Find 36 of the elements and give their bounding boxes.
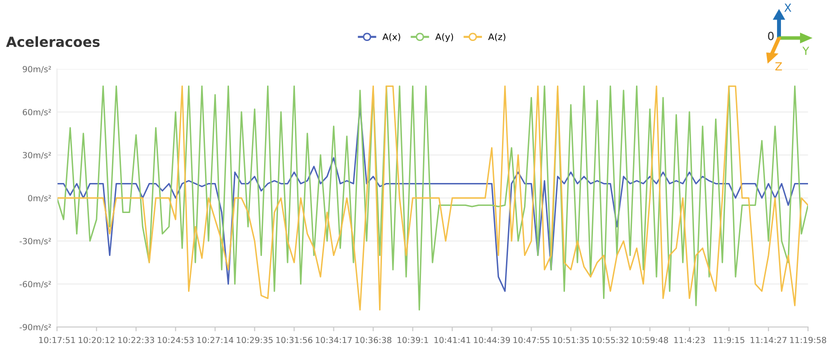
x-tick-label: 10:31:56 [276, 336, 312, 344]
text: X [784, 4, 792, 12]
x-tick-label: 10:17:51 [39, 336, 75, 344]
x-tick-label: 10:39:1 [398, 336, 428, 344]
x-tick-label: 11:9:15 [714, 336, 744, 344]
y-tick-label: -90m/s² [20, 324, 51, 331]
y-tick-label: -60m/s² [20, 280, 51, 288]
x-tick-label: 11:19:58 [790, 336, 826, 344]
text: 0 [768, 32, 774, 40]
annotation: Z [775, 62, 782, 70]
legend-label: A(z) [488, 33, 506, 42]
y-tick-label: 60m/s² [22, 108, 51, 116]
text: Y [802, 46, 810, 55]
x-tick-label: 10:27:14 [197, 336, 234, 344]
x-tick-label: 10:51:35 [553, 336, 589, 344]
x-tick-label: 10:22:33 [118, 336, 154, 344]
x-tick-label: 10:55:32 [592, 336, 628, 344]
x-tick-label: 10:29:35 [236, 336, 273, 344]
x-tick-label: 11:14:27 [750, 336, 786, 344]
x-tick-label: 10:44:39 [474, 336, 510, 344]
x-tick-label: 10:36:38 [355, 336, 392, 344]
x-tick-label: 10:24:53 [158, 336, 194, 344]
x-tick-label: 10:47:55 [514, 336, 550, 344]
x-tick-label: 10:59:48 [632, 336, 668, 344]
y-tick-label: 90m/s² [22, 66, 51, 73]
y-tick-label: -30m/s² [20, 238, 51, 245]
x-tick-label: 10:20:12 [78, 336, 114, 344]
x-tick-label: 10:34:17 [316, 336, 352, 344]
x-tick-label: 10:41:41 [434, 336, 470, 344]
legend-label: A(y) [435, 33, 454, 42]
chart-title: Aceleracoes [6, 36, 100, 48]
y-tick-label: 30m/s² [22, 152, 51, 159]
legend-label: A(x) [382, 33, 400, 42]
x-tick-label: 11:4:23 [674, 336, 705, 344]
y-tick-label: 0m/s² [28, 194, 51, 202]
line-series [57, 86, 808, 310]
